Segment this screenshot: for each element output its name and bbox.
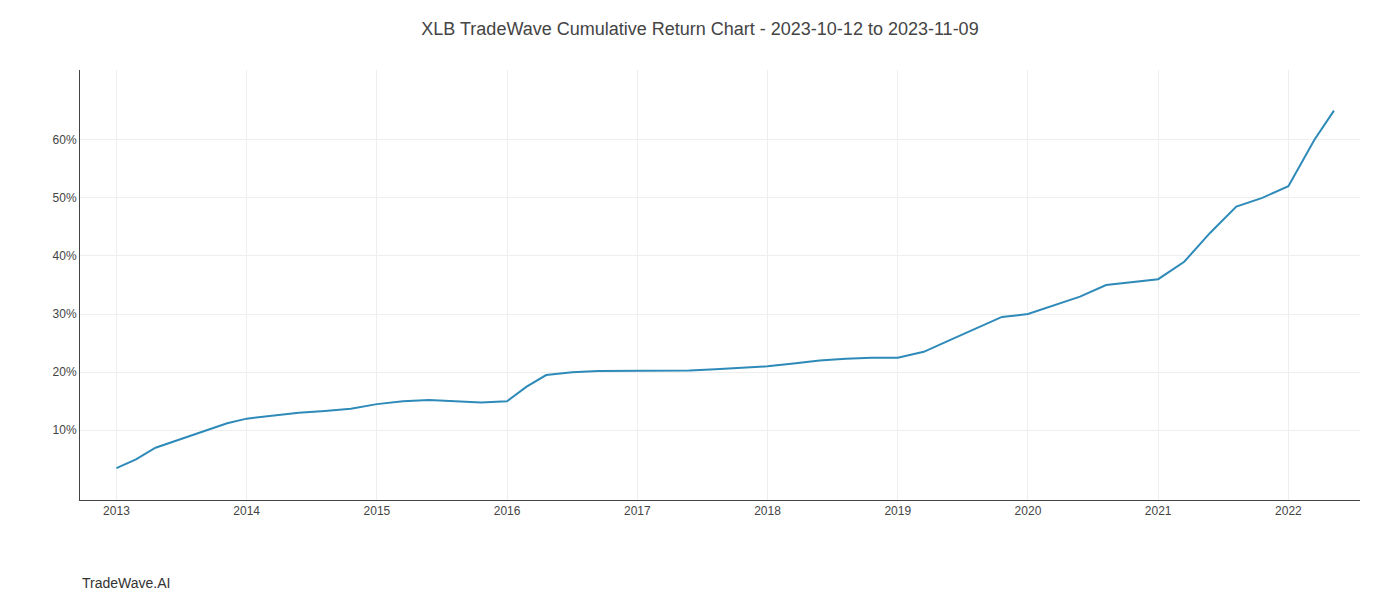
svg-text:2014: 2014: [233, 504, 260, 518]
svg-text:2013: 2013: [103, 504, 130, 518]
svg-text:2022: 2022: [1275, 504, 1302, 518]
svg-text:TradeWave.AI: TradeWave.AI: [82, 575, 170, 591]
svg-text:10%: 10%: [53, 423, 77, 437]
svg-text:2017: 2017: [624, 504, 651, 518]
svg-text:30%: 30%: [53, 307, 77, 321]
svg-text:XLB TradeWave Cumulative Retur: XLB TradeWave Cumulative Return Chart - …: [421, 19, 978, 39]
svg-text:2016: 2016: [494, 504, 521, 518]
svg-text:2021: 2021: [1145, 504, 1172, 518]
svg-text:40%: 40%: [53, 249, 77, 263]
svg-text:50%: 50%: [53, 191, 77, 205]
svg-text:2015: 2015: [364, 504, 391, 518]
svg-text:20%: 20%: [53, 365, 77, 379]
svg-text:60%: 60%: [53, 133, 77, 147]
svg-text:2018: 2018: [754, 504, 781, 518]
svg-text:2020: 2020: [1015, 504, 1042, 518]
svg-text:2019: 2019: [884, 504, 911, 518]
